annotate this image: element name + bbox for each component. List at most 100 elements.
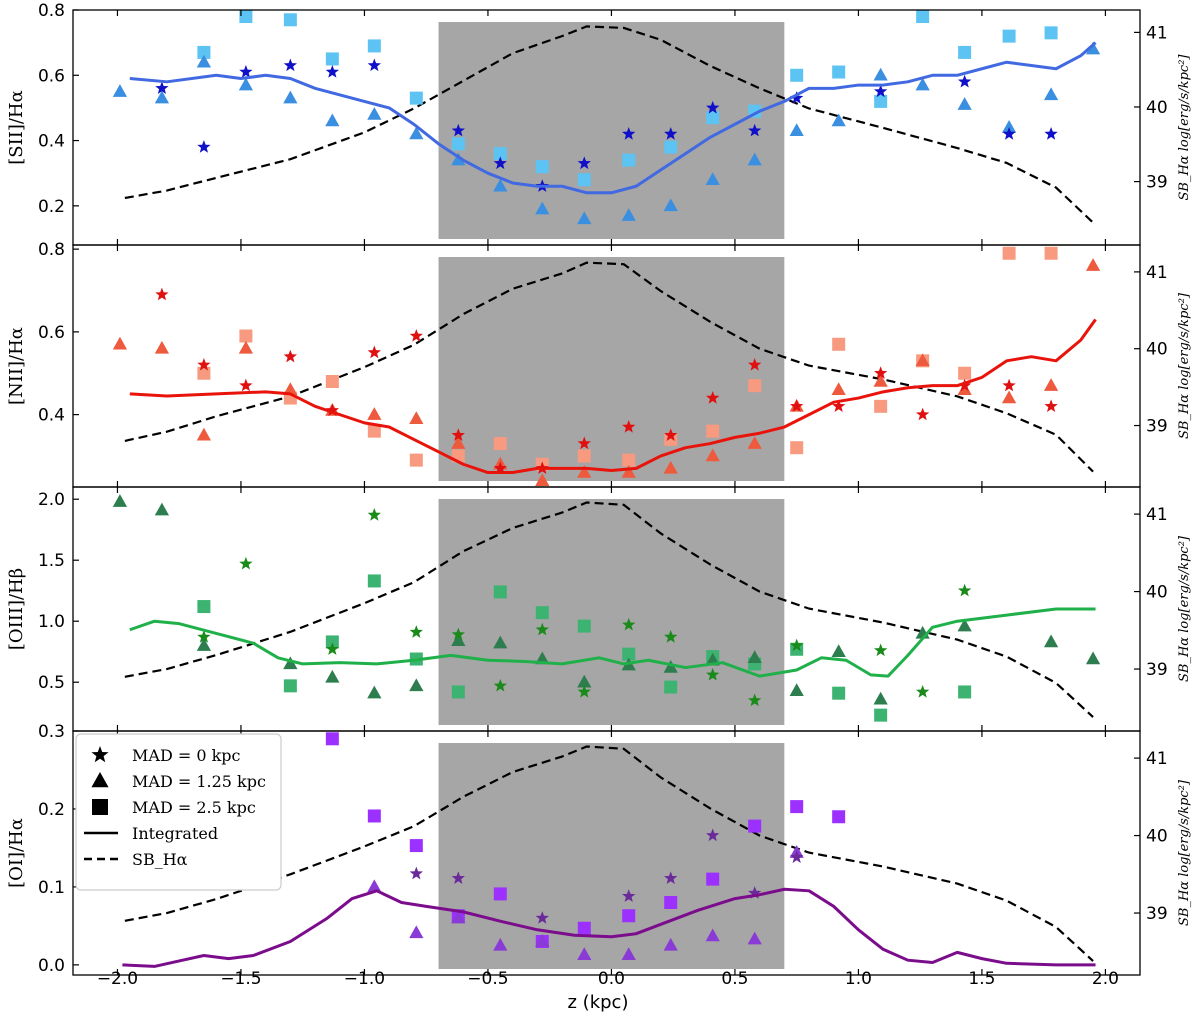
star-point	[706, 391, 720, 404]
star-point	[493, 156, 507, 170]
triangle-point	[112, 494, 128, 507]
triangle-point	[705, 928, 720, 942]
square-point	[325, 52, 339, 66]
star-point	[197, 140, 211, 153]
sb-halpha-line	[124, 25, 1094, 224]
right-y-tick-label: 40	[1146, 827, 1168, 847]
square-point	[197, 45, 211, 59]
triangle-point	[535, 201, 550, 215]
star-point	[1002, 378, 1016, 392]
legend-box	[75, 733, 282, 891]
star-point	[451, 123, 465, 137]
star-point	[367, 508, 381, 521]
right-y-tick-label: 40	[1146, 98, 1168, 118]
legend-star-icon	[91, 746, 109, 763]
square-point	[832, 686, 846, 700]
sb-halpha-line	[124, 261, 1094, 473]
y-tick-label: 0.6	[38, 66, 65, 86]
shaded-region	[438, 499, 785, 725]
triangle-point	[957, 382, 972, 396]
triangle-point	[409, 126, 424, 140]
square-point	[832, 65, 846, 79]
star-point	[409, 329, 423, 342]
star-point	[1044, 399, 1058, 412]
right-y-tick-label: 39	[1146, 173, 1168, 193]
triangle-point	[451, 152, 466, 166]
integrated-line	[129, 318, 1097, 475]
star-point	[832, 399, 846, 412]
y-tick-label: 0.2	[38, 800, 65, 820]
triangle-point	[196, 427, 212, 441]
triangle-point	[112, 84, 128, 97]
triangle-point	[493, 178, 508, 192]
square-point	[535, 606, 549, 620]
y-tick-label: 0.8	[38, 240, 65, 260]
shaded-region	[438, 22, 785, 239]
triangle-point	[873, 67, 888, 81]
triangle-point	[409, 925, 424, 939]
square-point	[622, 453, 636, 467]
right-y-tick-label: 40	[1146, 583, 1168, 603]
right-axis-label: SB_Hα log[erg/s/kpc²]	[1177, 292, 1192, 439]
star-point	[1002, 127, 1016, 140]
triangle-point	[705, 172, 720, 185]
square-point	[239, 329, 253, 343]
square-point	[874, 399, 888, 413]
star-point	[957, 583, 972, 597]
star-point	[706, 667, 720, 681]
square-point	[493, 585, 507, 599]
star-point	[790, 850, 804, 863]
square-point	[367, 809, 381, 823]
sb-halpha-line	[124, 745, 1094, 962]
square-point	[958, 366, 972, 380]
shaded-region	[438, 743, 785, 969]
legend-label: SB_Hα	[132, 850, 188, 869]
star-point	[622, 617, 636, 631]
triangle-point	[493, 937, 508, 951]
star-point	[706, 100, 720, 114]
star-point	[577, 436, 591, 450]
y-tick-label: 0.4	[38, 132, 65, 152]
legend-label: MAD = 2.5 kpc	[132, 798, 256, 817]
triangle-point	[789, 683, 804, 696]
star-point	[155, 287, 169, 301]
square-point	[535, 160, 549, 174]
star-point	[577, 684, 591, 698]
square-point	[874, 94, 888, 108]
markers	[325, 732, 846, 960]
star-point	[325, 642, 339, 655]
square-point	[874, 708, 888, 722]
square-point	[622, 909, 636, 923]
triangle-point	[747, 650, 762, 664]
triangle-point	[1001, 120, 1017, 133]
square-point	[325, 732, 339, 746]
right-y-tick-label: 40	[1146, 340, 1168, 360]
square-point	[916, 10, 930, 24]
triangle-point	[325, 669, 340, 683]
triangle-point	[238, 340, 254, 354]
star-point	[790, 399, 804, 412]
square-point	[493, 147, 507, 161]
y-axis-label: [OIII]/Hβ	[6, 568, 27, 650]
triangle-point	[112, 336, 128, 350]
x-tick-label: 2.0	[1092, 969, 1119, 989]
star-point	[874, 84, 888, 98]
panel-2: 0.4 0.6 0.8 39 40 41 [NII]/Hα SB_Hα log[erg/s/k…	[6, 240, 1192, 488]
triangle-point	[831, 113, 846, 127]
star-point	[622, 420, 636, 433]
legend: MAD = 0 kpc MAD = 1.25 kpc MAD = 2.5 kpc In…	[75, 733, 282, 891]
star-point	[325, 403, 339, 417]
x-tick-label: −1.0	[344, 969, 385, 989]
star-point	[283, 349, 298, 363]
triangle-point	[831, 644, 846, 657]
triangle-point	[663, 937, 678, 951]
legend-label: MAD = 1.25 kpc	[132, 772, 266, 791]
star-point	[367, 345, 381, 359]
square-point	[367, 424, 381, 438]
triangle-point	[451, 633, 466, 646]
square-point	[1044, 26, 1058, 40]
triangle-point	[451, 436, 466, 449]
triangle-point	[705, 448, 720, 462]
star-point	[535, 622, 549, 636]
x-tick-label: −0.5	[467, 969, 508, 989]
